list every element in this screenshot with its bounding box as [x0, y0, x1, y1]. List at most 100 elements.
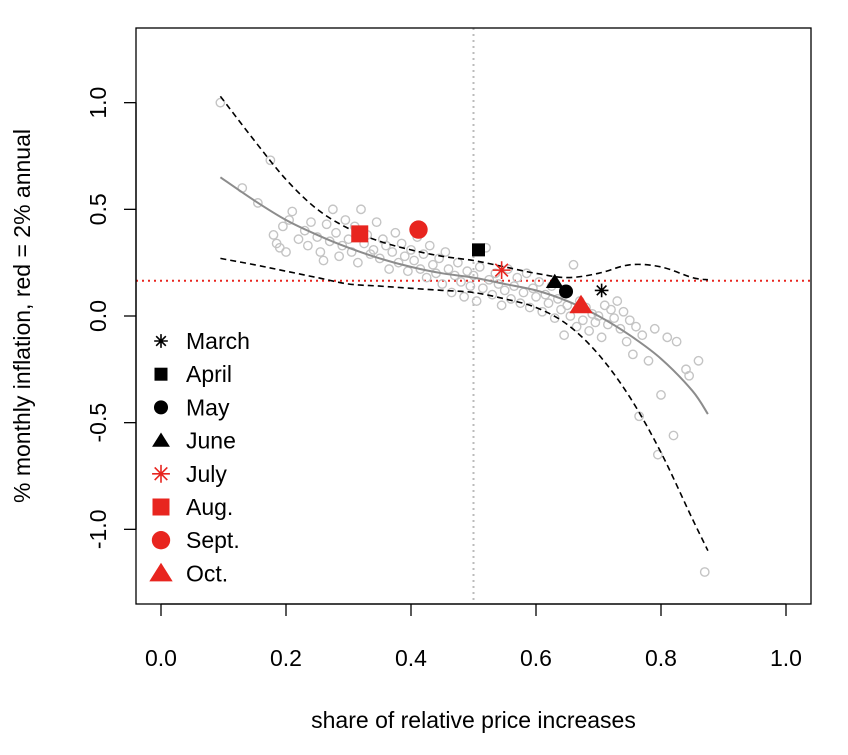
legend-marker-aug	[152, 498, 170, 516]
data-point	[490, 268, 501, 279]
data-point	[627, 349, 638, 360]
data-point	[512, 272, 523, 283]
data-point	[440, 247, 451, 257]
legend-label-sept: Sept.	[186, 527, 240, 553]
data-point	[606, 304, 616, 315]
data-point	[671, 336, 682, 347]
data-point	[515, 298, 526, 309]
data-point	[421, 272, 432, 283]
y-axis-label: % monthly inflation, red = 2% annual	[9, 129, 35, 503]
point-sept	[409, 220, 428, 239]
data-point	[368, 244, 379, 255]
legend-marker-june	[152, 432, 170, 447]
data-point	[609, 313, 620, 324]
data-point	[524, 302, 535, 313]
data-point	[465, 281, 476, 292]
point-aug	[351, 225, 369, 243]
legend-label-april: April	[186, 361, 232, 387]
data-point	[621, 336, 632, 347]
reference-lines	[136, 28, 811, 604]
data-point	[315, 247, 326, 257]
y-tick-label: 0.0	[85, 300, 111, 332]
data-point	[356, 204, 366, 215]
data-point	[699, 567, 710, 577]
legend-label-july: July	[186, 461, 227, 487]
data-point	[534, 276, 545, 287]
data-point	[637, 330, 648, 341]
data-point	[331, 227, 341, 238]
data-point	[596, 332, 607, 343]
legend-label-may: May	[186, 394, 230, 420]
legend-marker-sept	[151, 531, 171, 550]
data-point	[668, 430, 679, 441]
data-point	[399, 251, 410, 262]
data-point	[406, 244, 416, 255]
data-point	[571, 321, 582, 332]
point-april	[472, 243, 485, 257]
x-tick-label: 1.0	[770, 645, 802, 671]
data-point	[496, 300, 507, 311]
point-oct	[569, 294, 593, 314]
data-point	[374, 253, 385, 264]
data-point	[334, 251, 345, 262]
highlighted-points	[351, 220, 609, 314]
data-point	[437, 279, 448, 289]
data-point	[265, 155, 276, 166]
data-point	[281, 247, 291, 257]
data-point	[618, 306, 629, 317]
data-point	[318, 255, 329, 266]
x-tick-label: 0.0	[145, 645, 177, 671]
data-point	[434, 253, 445, 264]
data-point	[684, 370, 695, 381]
data-point	[559, 330, 570, 341]
data-point	[543, 298, 554, 309]
legend-marker-may	[153, 400, 169, 415]
data-point	[287, 206, 298, 217]
data-point	[662, 332, 673, 343]
data-point	[268, 230, 279, 240]
data-point	[446, 287, 457, 298]
data-point	[337, 240, 348, 251]
data-point	[656, 390, 666, 400]
data-point	[327, 204, 338, 215]
data-point	[384, 264, 395, 274]
data-point	[390, 227, 401, 238]
data-point	[252, 198, 263, 208]
y-axis: -1.0 -0.5 0.0 0.5 1.0	[85, 87, 137, 550]
data-point	[418, 249, 429, 260]
x-axis: 0.0 0.2 0.4 0.6 0.8 1.0	[145, 603, 802, 671]
data-point	[381, 240, 391, 251]
data-point	[468, 270, 479, 281]
data-point	[693, 355, 704, 366]
fit-curves	[219, 95, 709, 552]
y-tick-label: -1.0	[85, 510, 111, 550]
point-march	[594, 283, 609, 298]
data-point	[624, 315, 635, 326]
data-point	[531, 291, 541, 302]
x-axis-label: share of relative price increases	[311, 707, 636, 733]
legend-label-june: June	[186, 428, 236, 454]
data-point	[456, 276, 466, 287]
data-point	[577, 315, 588, 326]
data-point	[634, 411, 645, 422]
data-point	[471, 296, 482, 306]
lower-confidence-band	[220, 257, 709, 552]
data-point	[293, 234, 304, 245]
y-tick-label: 0.5	[85, 193, 111, 225]
data-point	[643, 355, 654, 366]
y-tick-label: 1.0	[85, 87, 111, 119]
data-point	[302, 240, 313, 251]
x-tick-label: 0.2	[270, 645, 302, 671]
point-july	[492, 261, 511, 280]
data-point	[631, 321, 641, 332]
legend-marker-march	[154, 334, 168, 348]
legend-label-oct: Oct.	[186, 560, 228, 586]
data-point	[424, 240, 435, 251]
data-point	[499, 285, 510, 296]
legend-label-aug: Aug.	[186, 494, 233, 520]
data-point	[277, 221, 288, 232]
y-tick-label: -0.5	[85, 403, 111, 443]
legend: March April May June July Aug. Sept. Oct.	[149, 328, 250, 586]
data-point	[459, 291, 470, 302]
